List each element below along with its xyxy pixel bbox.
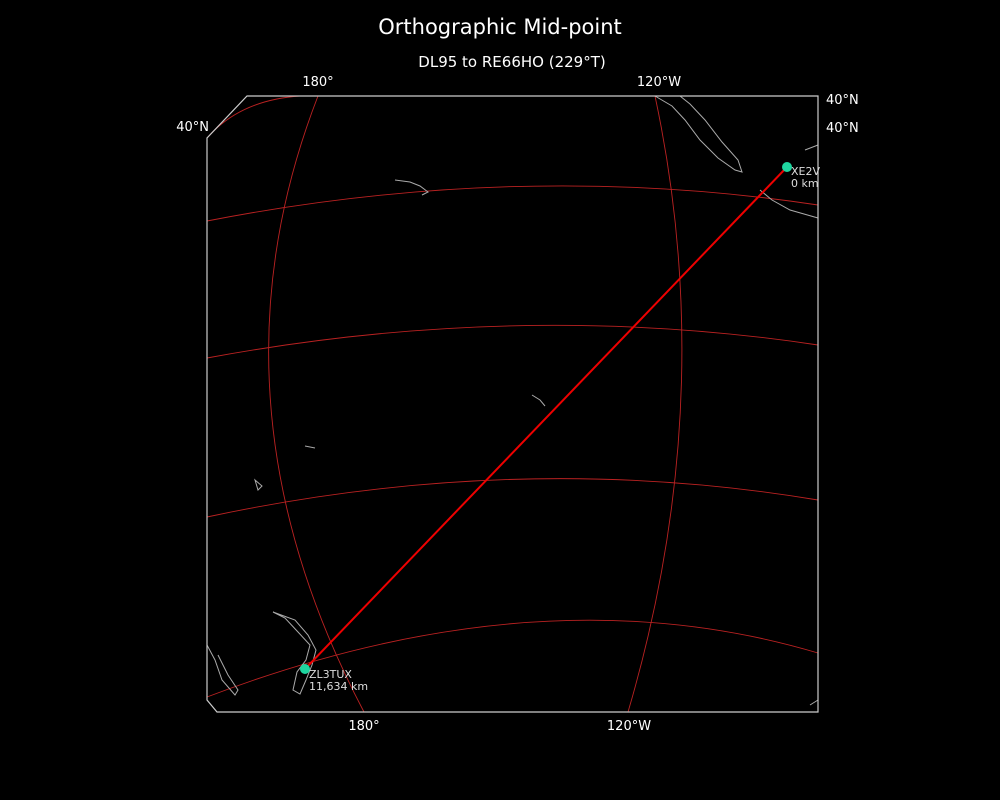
station-marker <box>300 664 310 674</box>
grid-label: 180° <box>348 719 379 734</box>
station-call: ZL3TUX <box>309 668 352 681</box>
graticule <box>206 95 819 713</box>
station-distance: 11,634 km <box>309 680 368 693</box>
map-frame <box>206 95 819 713</box>
title: Orthographic Mid-point <box>378 15 622 39</box>
great-circle-path <box>304 166 788 670</box>
grid-label: 120°W <box>637 75 681 90</box>
station-marker <box>782 162 792 172</box>
grid-label: 40°N <box>826 121 859 136</box>
grid-label: 40°N <box>826 93 859 108</box>
station-call: XE2V <box>791 165 820 178</box>
grid-label: 180° <box>302 75 333 90</box>
subtitle: DL95 to RE66HO (229°T) <box>418 53 605 71</box>
grid-label: 40°N <box>176 120 209 135</box>
station-distance: 0 km <box>791 177 819 190</box>
grid-label: 120°W <box>607 719 651 734</box>
coastlines <box>206 95 819 706</box>
